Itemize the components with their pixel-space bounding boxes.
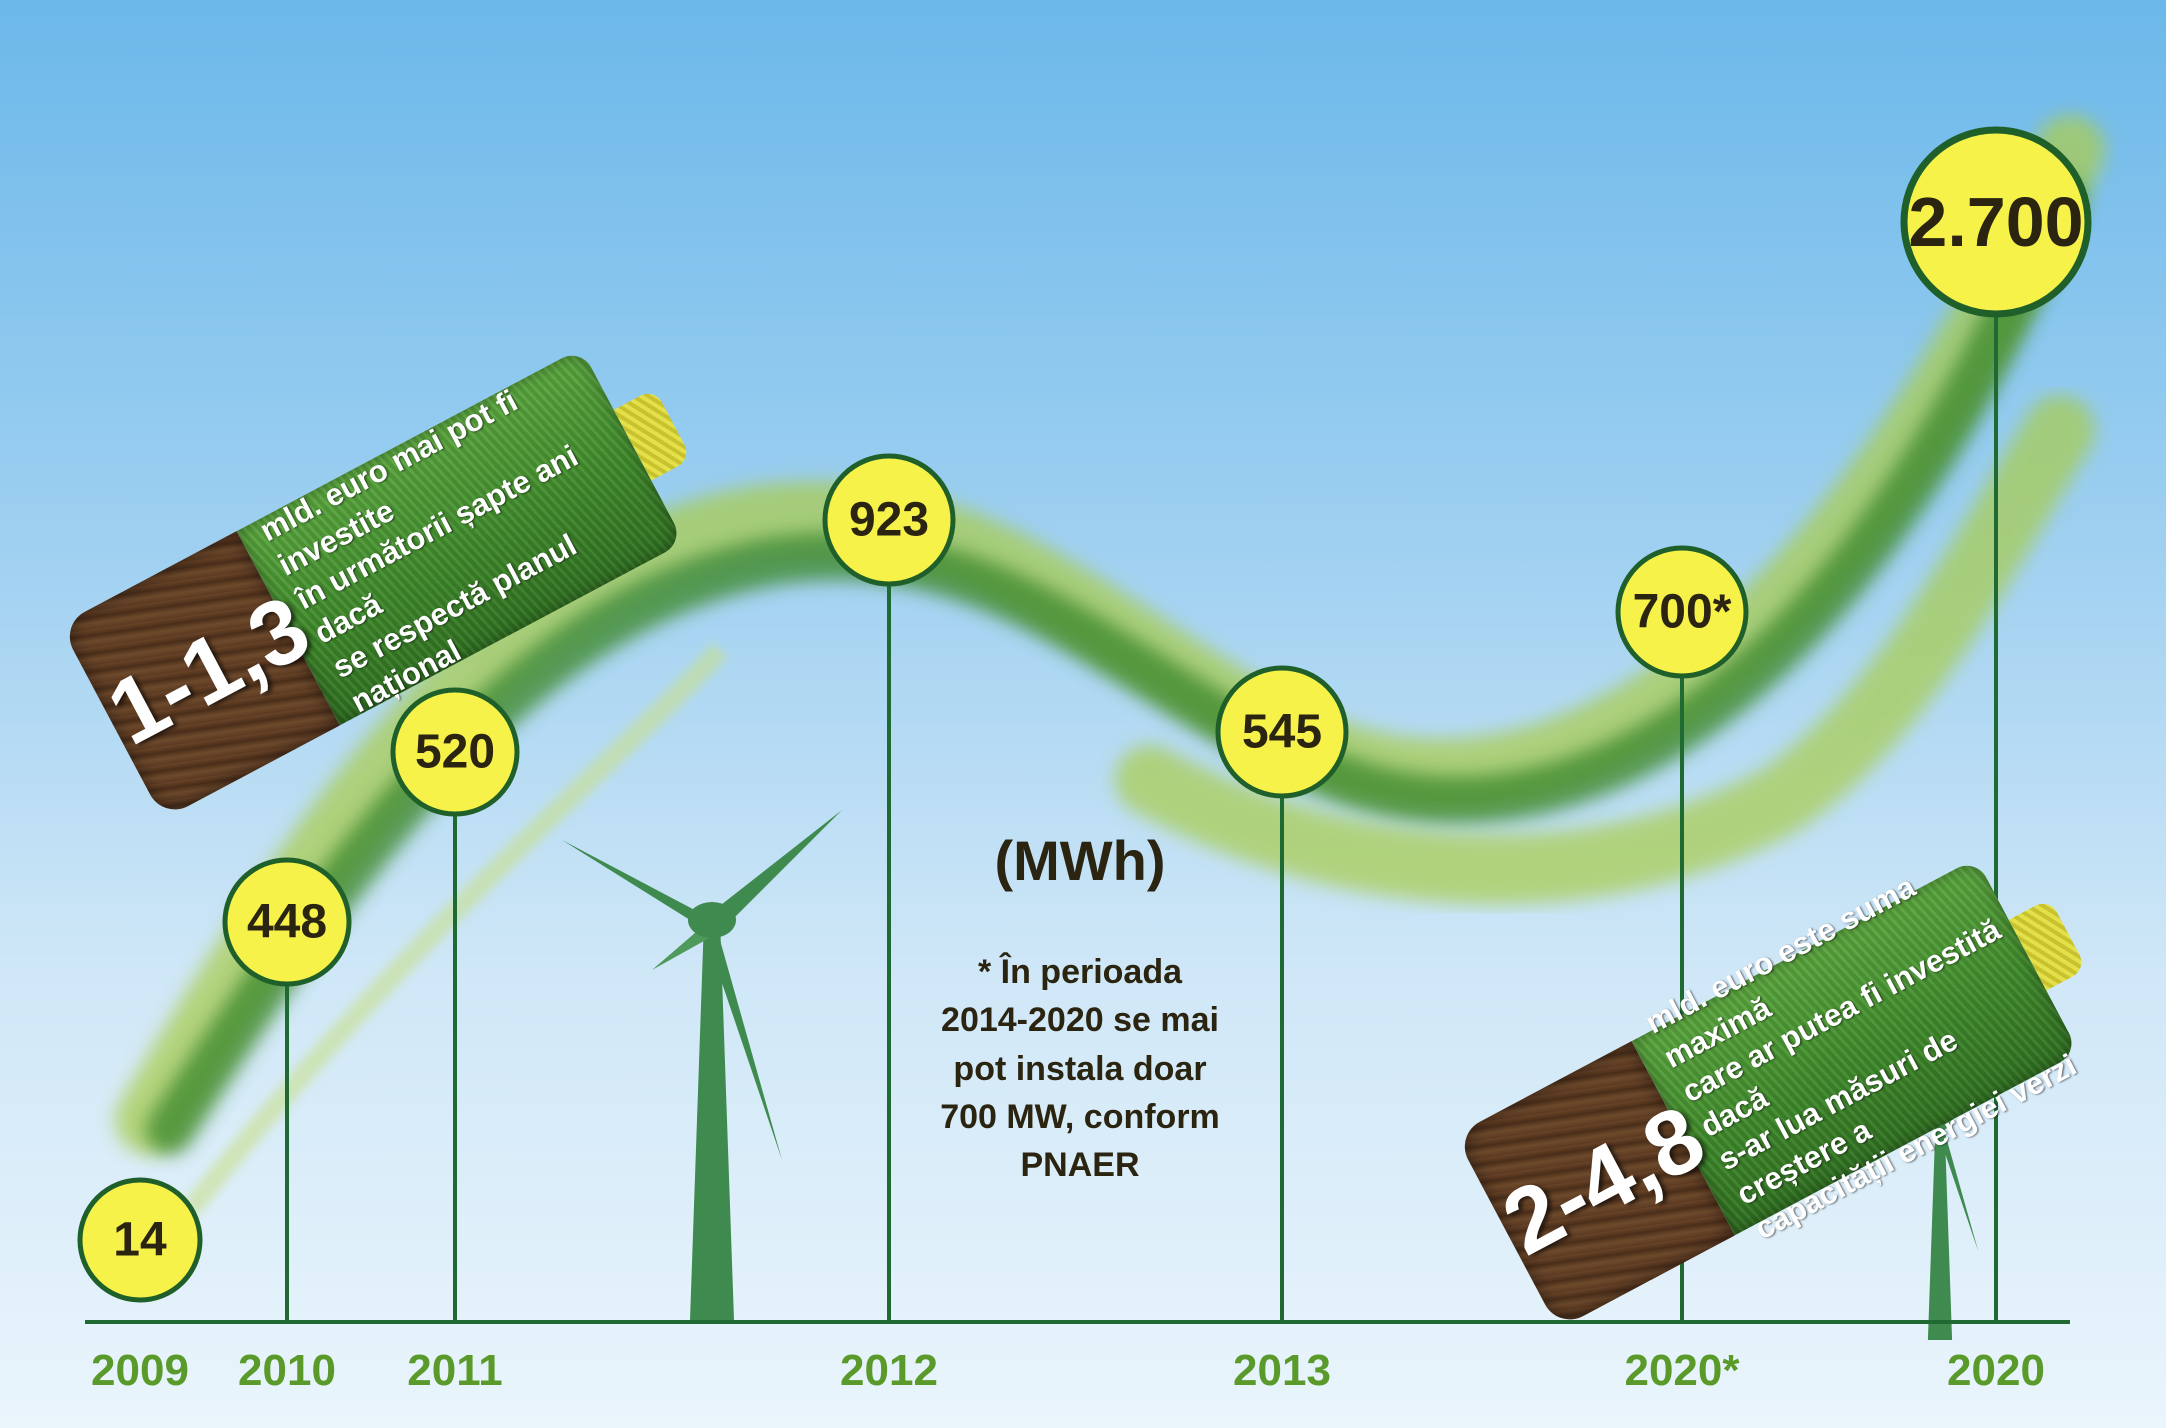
value-label: 520 <box>415 726 495 779</box>
x-tick-label: 2013 <box>1233 1346 1331 1395</box>
chart-marks: 14 2009 448 2010 520 2011 923 2012 545 2013 700* 20… <box>77 126 2092 1395</box>
value-label: 14 <box>113 1214 167 1267</box>
value-bubble <box>1900 126 2092 318</box>
value-label: 545 <box>1242 706 1322 759</box>
value-bubble <box>822 453 956 587</box>
x-tick-label: 2020* <box>1624 1346 1740 1395</box>
value-bubble <box>1215 665 1349 799</box>
x-tick-label: 2010 <box>238 1346 336 1395</box>
value-bubble <box>77 1177 203 1303</box>
value-bubble <box>390 687 520 817</box>
x-tick-label: 2012 <box>840 1346 938 1395</box>
value-label: 448 <box>247 896 327 949</box>
footnote: * În perioada 2014-2020 se mai pot insta… <box>940 953 1220 1185</box>
value-label: 700* <box>1633 586 1732 639</box>
value-label: 2.700 <box>1908 183 2083 261</box>
value-bubble <box>1615 545 1749 679</box>
value-label: 923 <box>849 494 929 547</box>
x-tick-label: 2009 <box>91 1346 189 1395</box>
x-tick-label: 2020 <box>1947 1346 2045 1395</box>
value-bubble <box>222 857 352 987</box>
wind-turbine-icon <box>562 810 842 1320</box>
unit-label: (MWh) <box>994 829 1166 892</box>
x-tick-label: 2011 <box>407 1346 502 1395</box>
